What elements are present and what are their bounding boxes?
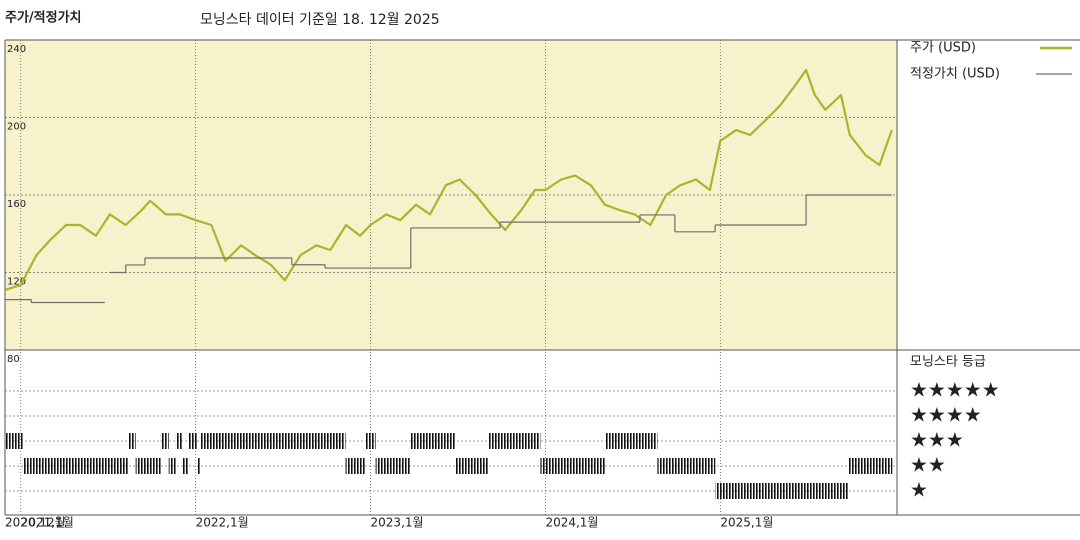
rating-bar	[188, 433, 198, 449]
rating-bar	[135, 458, 161, 474]
rating-bar	[128, 433, 136, 449]
y-tick-label: 240	[7, 44, 26, 55]
x-tick-label: 2020,12월	[5, 516, 66, 530]
rating-bar	[375, 458, 411, 474]
rating-bar	[540, 458, 606, 474]
series-group	[5, 68, 893, 304]
rating-bar	[488, 433, 541, 449]
rating-title: 모닝스타 등급	[910, 355, 986, 370]
price-line	[5, 68, 893, 291]
y-tick-label: 120	[7, 277, 26, 288]
rating-bar	[22, 458, 129, 474]
chart-subtitle: 모닝스타 데이터 기준일 18. 12월 2025	[200, 12, 440, 28]
rating-label: ★★★★★	[910, 378, 1000, 402]
legend-label: 적정가치 (USD)	[910, 67, 1000, 82]
x-tick-label: 2022,1월	[196, 516, 249, 530]
y-tick-label: 200	[7, 122, 26, 133]
rating-bar	[182, 458, 189, 474]
rating-bar	[345, 458, 366, 474]
x-tick-label: 2021,1월	[21, 516, 74, 530]
rating-label: ★★★	[910, 428, 964, 452]
rating-bar	[657, 458, 716, 474]
x-tick-label: 2024,1월	[545, 516, 598, 530]
rating-bar	[605, 433, 658, 449]
rating-label: ★★★★	[910, 403, 982, 427]
rating-bar	[175, 433, 183, 449]
rating-label: ★	[910, 478, 928, 502]
y-tick-label: 80	[7, 354, 20, 365]
rating-bar	[455, 458, 489, 474]
rating-label: ★★	[910, 453, 946, 477]
y-tick-label: 160	[7, 199, 26, 210]
rating-bar	[160, 433, 169, 449]
rating-bar	[848, 458, 893, 474]
rating-bar	[365, 433, 376, 449]
rating-bar	[410, 433, 456, 449]
rating-bar	[197, 458, 201, 474]
rating-bar	[200, 433, 346, 449]
legend-label: 주가 (USD)	[910, 41, 976, 56]
x-tick-label: 2023,1월	[371, 516, 424, 530]
x-tick-label: 2025,1월	[720, 516, 773, 530]
rating-bar	[715, 483, 849, 499]
chart-title: 주가/적정가치	[5, 10, 82, 26]
rating-bar	[168, 458, 176, 474]
rating-bar	[5, 433, 23, 449]
